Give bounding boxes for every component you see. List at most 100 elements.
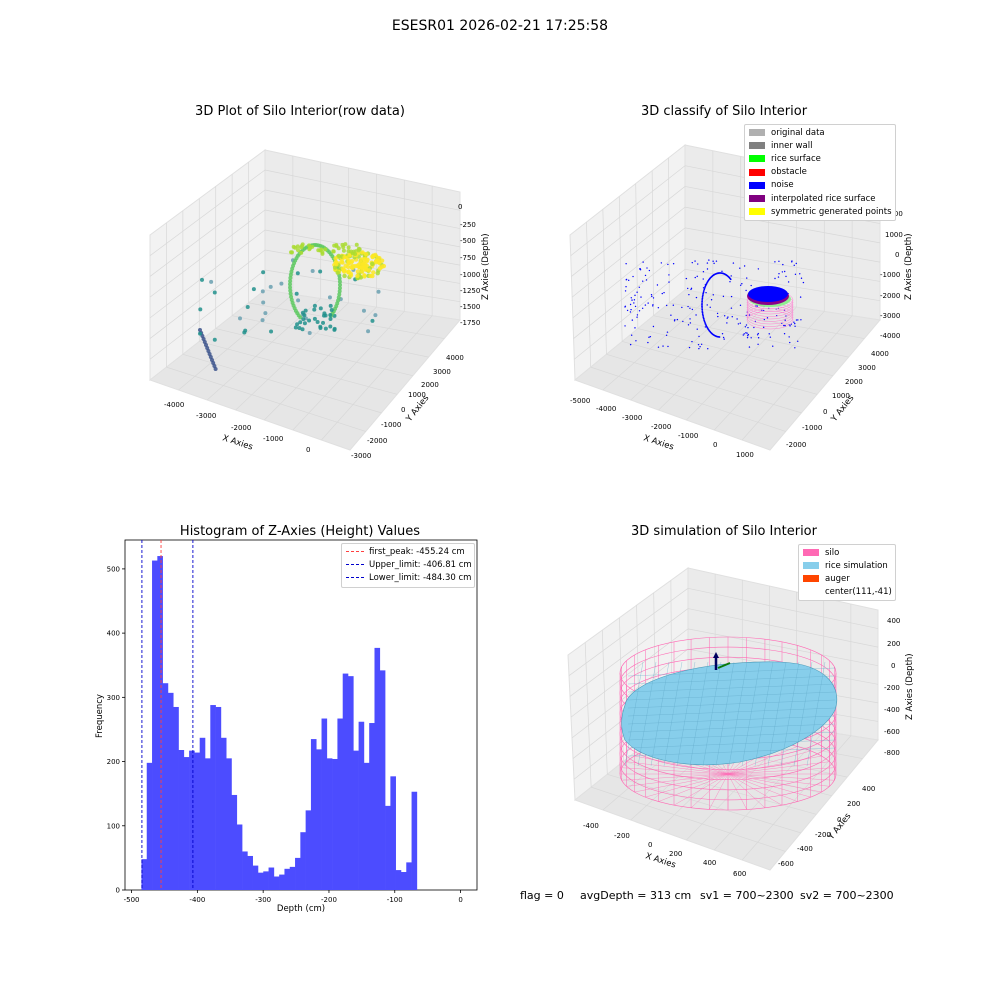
raw-z-tick: -500 [460, 237, 476, 245]
histogram-bars [141, 556, 418, 890]
legend-swatch [803, 589, 819, 596]
classify-point [715, 260, 718, 262]
classify-point [665, 304, 668, 307]
silo-floor-spoke [626, 773, 729, 787]
raw-point [350, 264, 356, 269]
histogram-bar [385, 805, 391, 890]
histogram-bar [337, 718, 344, 890]
silo-floor-spoke [634, 755, 729, 775]
raw-point [333, 256, 338, 261]
classify-point [736, 318, 738, 320]
classify-point [712, 260, 714, 262]
histogram-bar [210, 705, 216, 890]
histogram-x-tick-label: -500 [124, 896, 140, 904]
classify-point [703, 288, 706, 291]
raw-y-tick: -1000 [381, 421, 401, 429]
grid-line [651, 170, 654, 316]
classify-x-tick: -4000 [596, 405, 616, 413]
legend-item-original-data: original data [745, 126, 895, 139]
classify-point [732, 262, 735, 264]
classify-point [746, 277, 748, 279]
classify-point [629, 343, 632, 346]
classify-point [742, 334, 744, 336]
classify-point [698, 335, 700, 338]
classify-point [652, 325, 655, 328]
grid-line [149, 209, 266, 298]
raw-point [332, 327, 337, 332]
raw-y-tick: 0 [401, 406, 405, 414]
histogram-bar [316, 749, 322, 890]
raw-point [349, 258, 355, 264]
grid-line [622, 341, 818, 395]
histogram-bar [178, 750, 185, 890]
classify-point [739, 304, 742, 307]
classify-point [784, 319, 786, 321]
raw-point [210, 358, 214, 362]
classify-point [717, 315, 719, 318]
raw-point [288, 272, 293, 277]
histogram-y-tick-label: 500 [107, 565, 120, 573]
grid-line [292, 311, 405, 431]
classify-point [667, 263, 669, 266]
raw-point-cloud [198, 242, 387, 371]
rice-mesh-line [637, 661, 657, 767]
classify-z-tick: -3000 [880, 312, 900, 320]
histogram-legend: first_peak: -455.24 cm Upper_limit: -406… [341, 543, 475, 588]
silo-floor-spoke [621, 773, 729, 781]
classify-point [706, 268, 709, 270]
raw-point [337, 279, 342, 284]
legend-swatch [803, 575, 819, 583]
raw-z-tick: -1250 [460, 287, 480, 295]
classify-point [625, 263, 627, 265]
classify-point [701, 310, 704, 312]
raw-point [198, 307, 203, 312]
classify-point [726, 322, 728, 324]
classify-point [702, 278, 704, 280]
classify-point [649, 335, 652, 338]
histogram-bar [226, 758, 232, 890]
classify-point [769, 336, 772, 338]
silo-floor-spoke [645, 773, 729, 798]
classify-z-label: Z Axies (Depth) [904, 233, 914, 300]
classify-point [687, 287, 689, 290]
raw-point [341, 268, 346, 273]
raw-point [366, 329, 371, 334]
histogram-x-tick-label: -400 [189, 896, 205, 904]
classify-point [702, 289, 705, 292]
simulation-plot-title: 3D simulation of Silo Interior [631, 524, 817, 539]
raw-point [363, 252, 369, 257]
legend-swatch [749, 195, 765, 203]
classify-point [648, 336, 650, 339]
raw-point [206, 349, 211, 353]
histogram-bar [257, 872, 264, 890]
sim-z-tick: 400 [887, 617, 900, 625]
raw-point [342, 273, 347, 279]
legend-line [346, 551, 364, 553]
classify-point [757, 332, 759, 335]
classify-point [745, 332, 747, 334]
histogram-y-tick-label: 400 [107, 630, 120, 638]
silo-floor-spoke [727, 746, 798, 775]
classify-point [687, 305, 689, 308]
classify-point [701, 295, 704, 298]
raw-point [342, 255, 347, 260]
classify-point [789, 325, 791, 327]
raw-point [209, 279, 214, 284]
histogram-bar [342, 673, 349, 890]
histogram-bar [146, 762, 153, 890]
raw-point [295, 322, 300, 327]
grid-line [714, 311, 825, 431]
raw-y-tick: 1000 [408, 391, 426, 399]
classify-point [778, 272, 780, 275]
legend-item-rice-surface: rice surface [745, 152, 895, 165]
raw-point [279, 281, 284, 286]
raw-point [336, 253, 341, 259]
auger-marker [713, 652, 731, 670]
rice-mesh-line [627, 683, 836, 693]
classify-point [743, 265, 746, 267]
histogram-bar [242, 851, 248, 890]
raw-point [370, 318, 375, 323]
sim-z-tick: -200 [884, 684, 900, 692]
classify-z-tick: -2000 [880, 292, 900, 300]
classify-point [699, 345, 701, 348]
